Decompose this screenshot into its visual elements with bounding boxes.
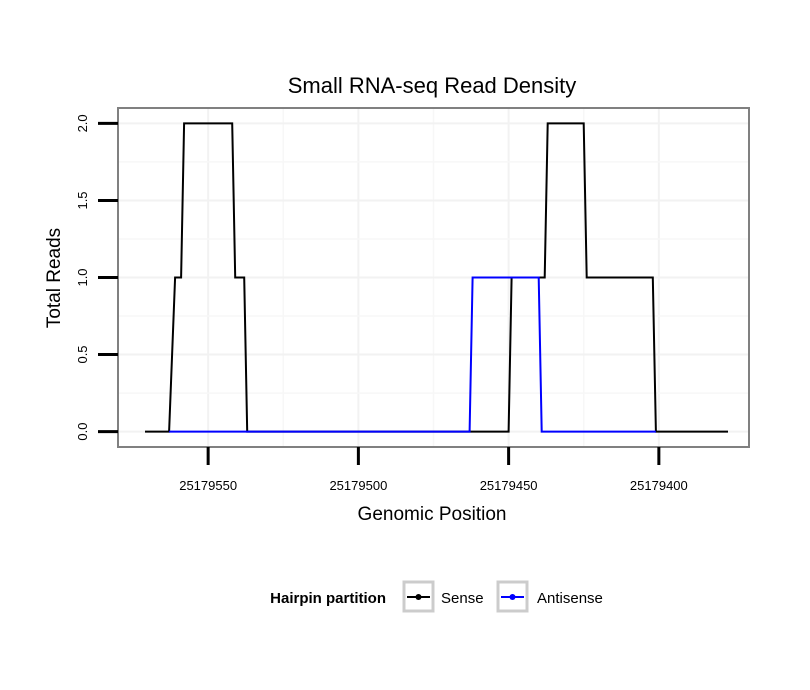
legend-label-antisense: Antisense — [537, 590, 603, 607]
x-tick-label: 25179400 — [630, 478, 688, 493]
x-tick-label: 25179500 — [329, 478, 387, 493]
legend: Hairpin partition Sense Antisense — [270, 580, 603, 613]
axes: 25179550 25179500 25179450 25179400 0.0 0.5 1.… — [75, 114, 688, 493]
y-axis-title: Total Reads — [44, 228, 65, 328]
legend-key-antisense-point — [509, 594, 516, 600]
y-tick-label: 1.5 — [75, 191, 90, 209]
x-tick-label: 25179550 — [179, 478, 237, 493]
series-layer — [145, 122, 728, 433]
series-line-antisense — [169, 276, 656, 433]
x-axis-title: Genomic Position — [358, 504, 507, 525]
y-tick-label: 2.0 — [75, 114, 90, 132]
chart-title: Small RNA-seq Read Density — [288, 73, 577, 98]
x-tick-label: 25179450 — [480, 478, 538, 493]
legend-key-antisense-box — [496, 580, 529, 613]
y-tick-label: 0.5 — [75, 345, 90, 363]
y-tick-label: 0.0 — [75, 423, 90, 441]
legend-title: Hairpin partition — [270, 590, 386, 607]
legend-key-sense-point — [415, 594, 422, 600]
legend-label-sense: Sense — [441, 590, 484, 607]
y-tick-label: 1.0 — [75, 268, 90, 286]
